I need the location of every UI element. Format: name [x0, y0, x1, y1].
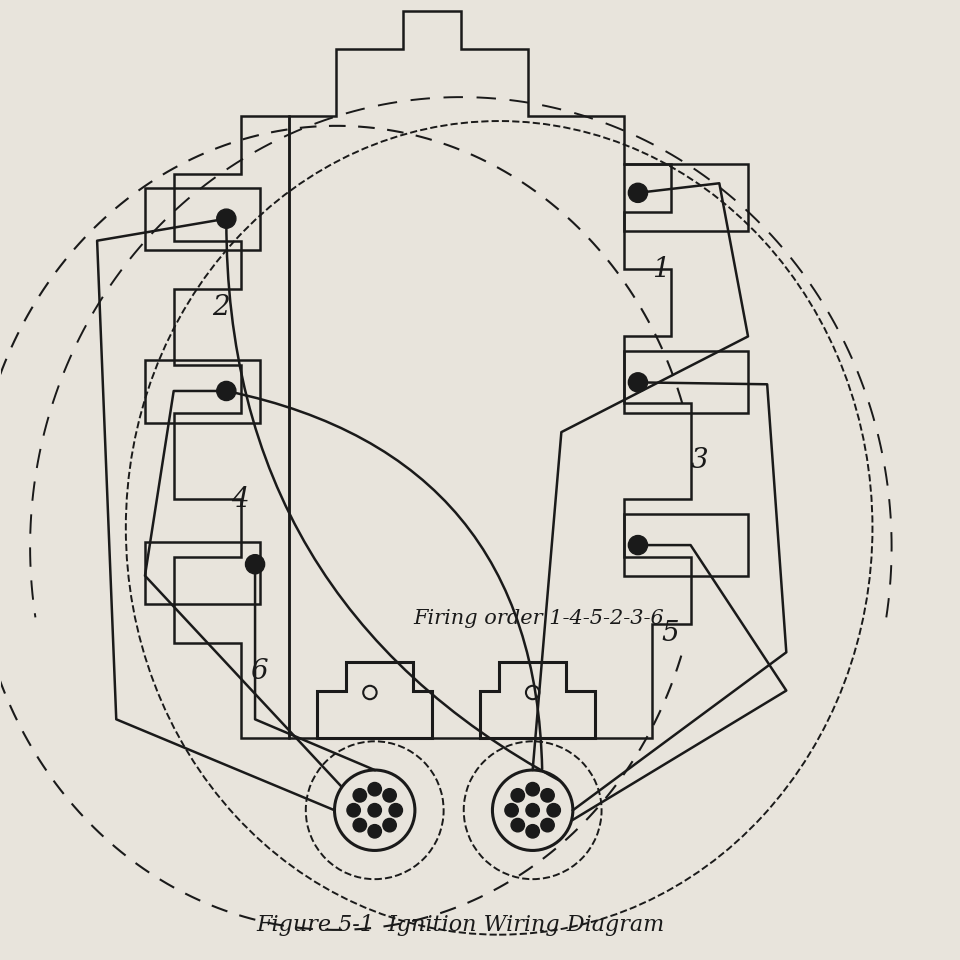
- Circle shape: [383, 819, 396, 831]
- Circle shape: [368, 782, 381, 796]
- Text: Figure 5-1  Ignition Wiring Diagram: Figure 5-1 Ignition Wiring Diagram: [256, 914, 665, 936]
- Circle shape: [368, 825, 381, 838]
- Circle shape: [347, 804, 360, 817]
- Circle shape: [629, 183, 647, 203]
- Circle shape: [629, 536, 647, 555]
- Circle shape: [540, 819, 554, 831]
- Text: 6: 6: [251, 658, 268, 684]
- Circle shape: [511, 819, 524, 831]
- Text: 2: 2: [212, 294, 229, 322]
- Circle shape: [526, 825, 540, 838]
- Circle shape: [547, 804, 561, 817]
- Circle shape: [526, 782, 540, 796]
- Circle shape: [353, 819, 367, 831]
- Circle shape: [353, 789, 367, 802]
- Text: Firing order 1-4-5-2-3-6: Firing order 1-4-5-2-3-6: [413, 610, 663, 628]
- Circle shape: [511, 789, 524, 802]
- Circle shape: [505, 804, 518, 817]
- Circle shape: [246, 555, 265, 574]
- Circle shape: [389, 804, 402, 817]
- Text: 1: 1: [652, 256, 670, 283]
- Circle shape: [540, 789, 554, 802]
- Circle shape: [368, 804, 381, 817]
- Circle shape: [383, 789, 396, 802]
- Text: 4: 4: [231, 486, 249, 513]
- Circle shape: [217, 209, 236, 228]
- Circle shape: [526, 804, 540, 817]
- Circle shape: [629, 372, 647, 392]
- Text: 3: 3: [690, 447, 708, 474]
- Text: 5: 5: [661, 619, 680, 647]
- Circle shape: [217, 381, 236, 400]
